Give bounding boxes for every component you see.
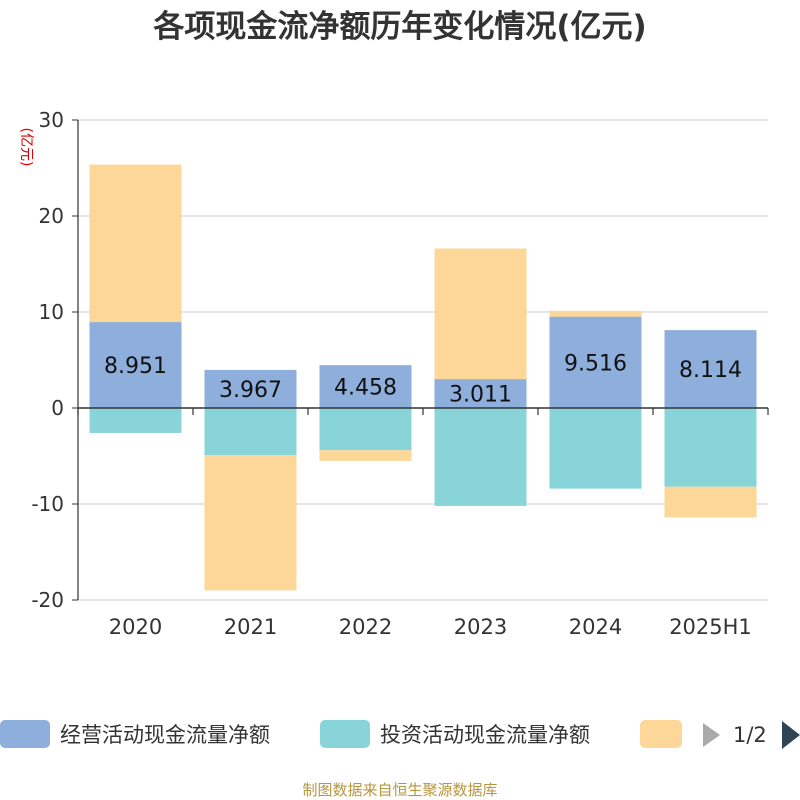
y-tick-label: 0 bbox=[51, 396, 64, 420]
legend-swatch-financing[interactable] bbox=[640, 720, 682, 748]
x-axis-ticks: 2020 2021 2022 2023 2024 2025H1 bbox=[109, 615, 752, 639]
legend-label-investing[interactable]: 投资活动现金流量净额 bbox=[380, 723, 590, 747]
data-label-2023: 3.011 bbox=[449, 383, 512, 408]
bar-2020-series-2 bbox=[89, 164, 182, 323]
x-tick-label-2025H1: 2025H1 bbox=[669, 615, 752, 639]
y-tick-label: 30 bbox=[39, 108, 64, 132]
bar-2025H1-series-1 bbox=[664, 408, 757, 487]
legend-swatch-operating[interactable] bbox=[0, 720, 50, 748]
grid-lines bbox=[78, 119, 768, 601]
bar-2021-series-1 bbox=[204, 408, 297, 456]
bar-2020-series-0 bbox=[89, 322, 182, 408]
legend-label-operating[interactable]: 经营活动现金流量净额 bbox=[60, 723, 270, 747]
bar-2020-series-1 bbox=[89, 408, 182, 433]
legend: 经营活动现金流量净额 投资活动现金流量净额 1/2 bbox=[0, 720, 800, 749]
y-axis-ticks: 30 20 10 0 -10 -20 bbox=[31, 108, 78, 612]
bar-2024-series-0 bbox=[549, 316, 642, 408]
chart-title: 各项现金流净额历年变化情况(亿元) bbox=[152, 9, 646, 45]
bar-2022-series-0 bbox=[319, 365, 412, 408]
bar-2023-series-0 bbox=[434, 379, 527, 408]
x-tick-label-2023: 2023 bbox=[454, 615, 507, 639]
source-note: 制图数据来自恒生聚源数据库 bbox=[302, 781, 497, 799]
bar-2022-series-2 bbox=[319, 450, 412, 461]
y-tick-label: 20 bbox=[39, 204, 64, 228]
x-tick-label-2021: 2021 bbox=[224, 615, 277, 639]
bar-2023-series-1 bbox=[434, 408, 527, 506]
bar-2022-series-1 bbox=[319, 408, 412, 451]
x-tick-label-2020: 2020 bbox=[109, 615, 162, 639]
bar-2021-series-0 bbox=[204, 369, 297, 408]
data-label-2020: 8.951 bbox=[104, 354, 167, 379]
data-labels: 8.951 3.967 4.458 3.011 9.516 8.114 bbox=[104, 351, 742, 407]
bar-2025H1-series-2 bbox=[664, 486, 757, 518]
data-label-2025H1: 8.114 bbox=[679, 358, 742, 383]
data-label-2024: 9.516 bbox=[564, 351, 627, 376]
x-tick-label-2022: 2022 bbox=[339, 615, 392, 639]
y-tick-label: -20 bbox=[31, 588, 64, 612]
axes bbox=[77, 120, 769, 600]
bar-2023-series-2 bbox=[434, 248, 527, 380]
bar-2021-series-2 bbox=[204, 455, 297, 591]
bar-2024-series-2 bbox=[549, 310, 642, 317]
legend-next-page-icon[interactable] bbox=[782, 721, 800, 749]
bar-2024-series-1 bbox=[549, 408, 642, 489]
legend-swatch-investing[interactable] bbox=[320, 720, 370, 748]
legend-prev-page-icon[interactable] bbox=[703, 723, 720, 747]
bar-series bbox=[89, 164, 757, 591]
data-label-2021: 3.967 bbox=[219, 378, 282, 403]
y-tick-label: -10 bbox=[31, 492, 64, 516]
bar-2025H1-series-0 bbox=[664, 330, 757, 408]
x-tick-label-2024: 2024 bbox=[569, 615, 622, 639]
data-label-2022: 4.458 bbox=[334, 376, 397, 401]
legend-page-indicator: 1/2 bbox=[733, 723, 767, 747]
y-axis-unit: (亿元) bbox=[18, 128, 34, 167]
y-tick-label: 10 bbox=[39, 300, 64, 324]
